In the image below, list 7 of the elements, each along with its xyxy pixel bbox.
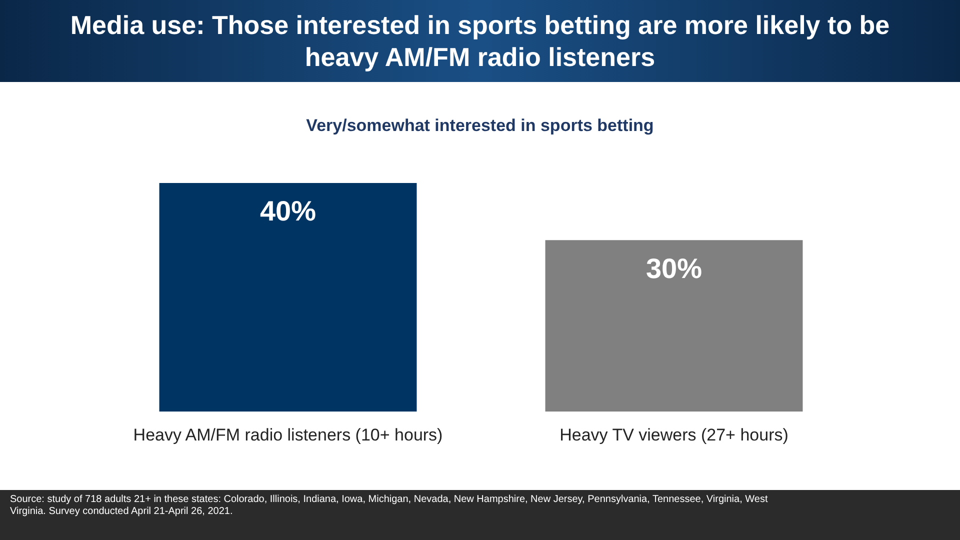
- data-label: 30%: [646, 252, 702, 284]
- chart-title: Media use: Those interested in sports betting are more likely to be heavy AM/FM radio listeners: [0, 0, 960, 82]
- chart-subtitle: Very/somewhat interested in sports betting: [305, 116, 655, 136]
- source-note: Source: study of 718 adults 21+ in these states: Colorado, Illinois, Indiana, Iowa, Michigan, Nevada, New Hampshire, New Jersey, Pennsylvania, Tennessee, Virginia, West Virginia. Survey conducted April 21-April 26, 2021.: [10, 494, 769, 518]
- data-label: 40%: [260, 196, 316, 227]
- x-tick-label: Heavy TV viewers (27+ hours): [560, 425, 788, 444]
- x-tick-label: Heavy AM/FM radio listeners (10+ hours): [133, 425, 443, 444]
